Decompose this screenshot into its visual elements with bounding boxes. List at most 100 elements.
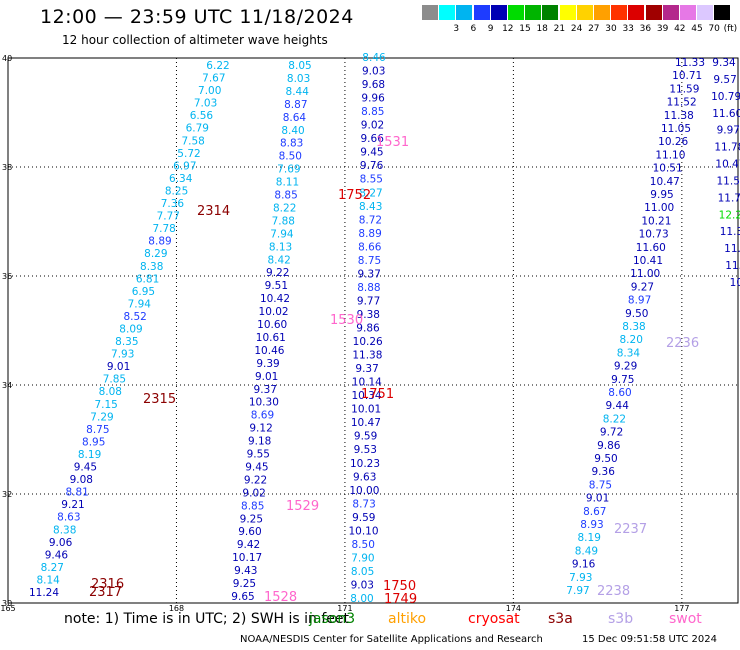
wave-height-value: 8.95 — [82, 436, 105, 448]
wave-height-value: 9.03 — [351, 579, 374, 591]
wave-height-value: 9.50 — [594, 453, 617, 465]
scale-swatch — [576, 5, 593, 20]
wave-height-value: 9.22 — [244, 474, 267, 486]
wave-height-value: 8.50 — [352, 539, 375, 551]
wave-height-value: 9.53 — [354, 444, 377, 456]
lon-tick-label: 174 — [506, 604, 521, 613]
wave-height-value: 8.14 — [36, 574, 60, 586]
wave-height-value: 9.75 — [611, 374, 634, 386]
wave-height-value: 9.37 — [358, 268, 381, 280]
wave-height-value: 7.93 — [569, 572, 592, 584]
scale-label: 39 — [656, 24, 669, 34]
wave-height-value: 9.22 — [266, 267, 289, 279]
wave-height-value: 7.69 — [277, 164, 300, 176]
wave-height-value: 8.27 — [41, 562, 64, 574]
scale-swatch — [645, 5, 662, 20]
wave-height-value: 11.60 — [712, 108, 740, 120]
wave-height-value: 11.60 — [636, 242, 666, 254]
wave-height-value: 8.38 — [53, 524, 76, 536]
wave-height-value: 10.21 — [641, 215, 671, 227]
scale-swatch — [714, 5, 731, 20]
wave-height-value: 10.30 — [249, 397, 279, 409]
scale-swatch — [456, 5, 473, 20]
wave-height-value: 9.08 — [70, 474, 93, 486]
wave-height-value: 10.26 — [353, 336, 383, 348]
wave-height-value: 8.22 — [603, 413, 626, 425]
wave-height-value: 8.40 — [281, 125, 304, 137]
wave-height-value: 9.02 — [361, 120, 384, 132]
wave-height-value: 9.01 — [586, 493, 609, 505]
wave-height-value: 8.85 — [241, 500, 264, 512]
wave-height-value: 7.67 — [202, 73, 225, 85]
lon-tick-label: 168 — [169, 604, 184, 613]
wave-height-value: 8.55 — [360, 174, 383, 186]
wave-height-value: 9.77 — [357, 295, 380, 307]
wave-height-value: 7.00 — [198, 85, 221, 97]
scale-swatch — [662, 5, 679, 20]
wave-height-value: 10.26 — [658, 136, 688, 148]
wave-height-value: 9.29 — [614, 361, 637, 373]
wave-height-value: 7.58 — [181, 135, 204, 147]
wave-height-value: 9.63 — [353, 471, 376, 483]
lat-tick-label: 34 — [2, 381, 12, 390]
wave-height-value: 8.35 — [115, 336, 138, 348]
wave-height-value: 10.23 — [350, 458, 380, 470]
pass-time-label: 1529 — [286, 499, 319, 514]
wave-height-value: 11.33 — [675, 57, 705, 69]
wave-height-value: 10.34 — [351, 390, 381, 402]
wave-height-value: 11.00 — [630, 268, 660, 280]
wave-height-value: 9.66 — [361, 133, 385, 145]
wave-height-value: 8.67 — [583, 506, 606, 518]
wave-height-value: 11.10 — [655, 149, 685, 161]
credit-line: NOAA/NESDIS Center for Satellite Applica… — [240, 634, 543, 645]
wave-height-value: 10.01 — [351, 404, 381, 416]
wave-height-value: 7.15 — [94, 399, 117, 411]
wave-height-value: 11.71 — [718, 192, 740, 204]
wave-height-value: 7.97 — [566, 585, 589, 597]
pass-time-label: 2315 — [143, 392, 176, 407]
wave-height-value: 10.14 — [352, 377, 382, 389]
wave-height-value: 10.73 — [639, 229, 669, 241]
wave-height-value: 8.29 — [144, 248, 167, 260]
wave-height-value: 8.19 — [578, 532, 601, 544]
wave-height-value: 8.75 — [86, 424, 109, 436]
wave-height-value: 8.19 — [78, 449, 101, 461]
wave-height-value: 8.49 — [575, 545, 598, 557]
lon-tick-label: 171 — [337, 604, 352, 613]
scale-label: 45 — [691, 24, 703, 34]
wave-height-value: 9.42 — [237, 539, 260, 551]
scale-label: 30 — [605, 24, 617, 34]
wave-height-value: 11.24 — [29, 587, 59, 599]
wave-height-value: 10.46 — [254, 345, 284, 357]
wave-height-value: 8.63 — [57, 512, 80, 524]
footer-note: note: 1) Time is in UTC; 2) SWH is in fe… — [64, 611, 350, 627]
map-frame — [7, 57, 739, 604]
scale-label: 18 — [536, 24, 548, 34]
pass-time-label: 2316 — [91, 577, 124, 592]
wave-height-value: 9.01 — [255, 371, 278, 383]
wave-height-value: 10.79 — [711, 91, 740, 103]
wave-height-value: 6.81 — [136, 273, 159, 285]
page-title: 12:00 — 23:59 UTC 11/18/2024 — [40, 6, 354, 28]
wave-height-value: 8.46 — [362, 52, 386, 64]
wave-height-value: 9.38 — [357, 309, 380, 321]
scale-swatch — [490, 5, 507, 20]
pass-time-label: 1750 — [383, 579, 416, 594]
wave-height-value: 8.60 — [608, 387, 631, 399]
scale-swatch — [628, 5, 645, 20]
wave-height-value: 11.78 — [714, 142, 740, 154]
wave-height-value: 8.03 — [287, 73, 310, 85]
satellite-legend-cryosat: cryosat — [468, 611, 520, 627]
wave-height-value: 11.52 — [667, 97, 697, 109]
wave-height-value: 9.25 — [240, 513, 263, 525]
wave-height-value: 10.17 — [232, 552, 262, 564]
lat-tick-label: 30 — [2, 599, 12, 608]
satellite-legend-altiko: altiko — [388, 611, 427, 627]
wave-height-value: 9.27 — [631, 281, 654, 293]
scale-label: 12 — [502, 24, 514, 34]
wave-height-value: 8.64 — [283, 112, 307, 124]
wave-height-value: 9.96 — [361, 93, 385, 105]
wave-height-value: 8.13 — [269, 241, 292, 253]
wave-height-value: 8.66 — [358, 241, 382, 253]
wave-height-value: 11.35 — [720, 226, 740, 238]
